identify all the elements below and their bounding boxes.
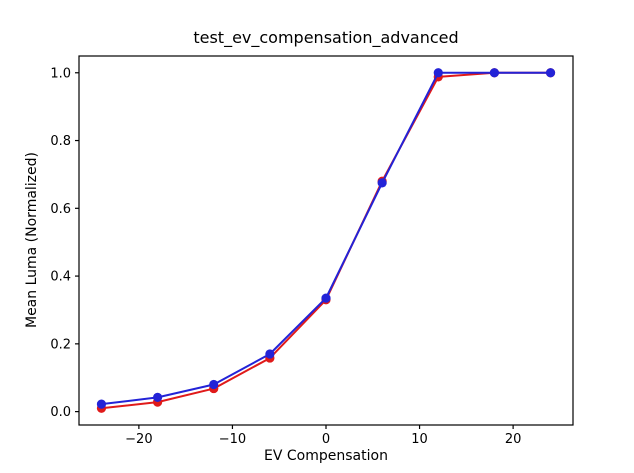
x-axis-label: EV Compensation	[264, 448, 388, 464]
axis-frame	[78, 55, 574, 426]
red-series-line	[100, 71, 552, 410]
blue-series-line	[100, 71, 552, 406]
y-tick-label: 0.0	[50, 405, 71, 420]
y-tick-label: 0.4	[50, 270, 71, 285]
x-tick-label: −20	[125, 432, 152, 447]
blue-series-marker	[321, 293, 331, 303]
blue-series-marker	[96, 399, 107, 409]
blue-series-marker	[152, 392, 163, 402]
y-tick-label: 0.8	[50, 134, 71, 149]
x-tick-label: 0	[322, 432, 330, 447]
y-axis-label: Mean Luma (Normalized)	[24, 151, 40, 329]
x-tick-label: 10	[411, 432, 428, 447]
chart-title: test_ev_compensation_advanced	[193, 28, 459, 47]
blue-series-marker	[265, 349, 275, 359]
y-tick-label: 1.0	[50, 66, 71, 81]
blue-series-marker	[545, 68, 556, 78]
y-tick-label: 0.2	[50, 337, 71, 352]
blue-series-marker	[433, 68, 443, 78]
y-tick-label: 0.6	[50, 202, 71, 217]
x-tick-label: −10	[219, 432, 246, 447]
x-tick-label: 20	[505, 432, 522, 447]
blue-series-marker	[377, 178, 387, 188]
blue-series-marker	[489, 68, 500, 78]
blue-series-marker	[209, 379, 219, 390]
